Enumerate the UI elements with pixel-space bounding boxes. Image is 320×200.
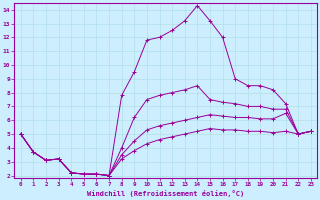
X-axis label: Windchill (Refroidissement éolien,°C): Windchill (Refroidissement éolien,°C) <box>87 190 244 197</box>
